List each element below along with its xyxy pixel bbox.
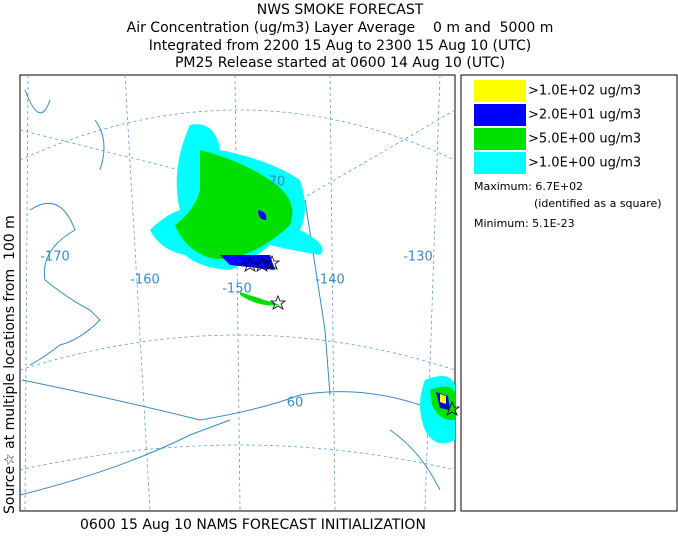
subtitle: Air Concentration (ug/m3) Layer Average … [127,20,554,36]
footer: 0600 15 Aug 10 NAMS FORECAST INITIALIZAT… [80,517,426,533]
smoke-plume [240,292,280,306]
legend-label: >1.0E+00 ug/m3 [528,156,641,171]
side-label: Source☆ at multiple locations from 100 m [2,215,18,514]
maximum: Maximum: 6.7E+02 [474,180,583,193]
legend: Maximum: 6.7E+02 (identified as a square… [460,74,678,512]
map-label: -140 [315,273,345,288]
subtitle: Integrated from 2200 15 Aug to 2300 15 A… [149,38,532,54]
map-label: -160 [130,273,160,288]
legend-swatch [474,152,526,174]
map-label: -150 [222,282,252,297]
legend-swatch [474,104,526,126]
map-label: 60 [287,396,304,411]
coastline [19,89,456,496]
map-label: 70 [269,175,286,190]
legend-label: >2.0E+01 ug/m3 [528,108,641,123]
smoke-max [440,394,446,404]
smoke-plume [175,150,293,259]
legend-label: >1.0E+02 ug/m3 [528,84,641,99]
minimum: Minimum: 5.1E-23 [474,217,575,230]
subtitle: PM25 Release started at 0600 14 Aug 10 (… [175,55,505,71]
map: 70 -170 -160 -150 -140 -130 60 [19,74,461,512]
maximum-note: (identified as a square) [534,197,662,210]
legend-label: >5.0E+00 ug/m3 [528,132,641,147]
legend-swatch [474,80,526,102]
smoke-core [220,210,275,270]
source-markers [241,254,461,416]
title: NWS SMOKE FORECAST [257,2,424,18]
map-label: -130 [403,250,433,265]
map-label: -170 [40,250,70,265]
graticule [19,74,456,511]
legend-swatch [474,128,526,150]
